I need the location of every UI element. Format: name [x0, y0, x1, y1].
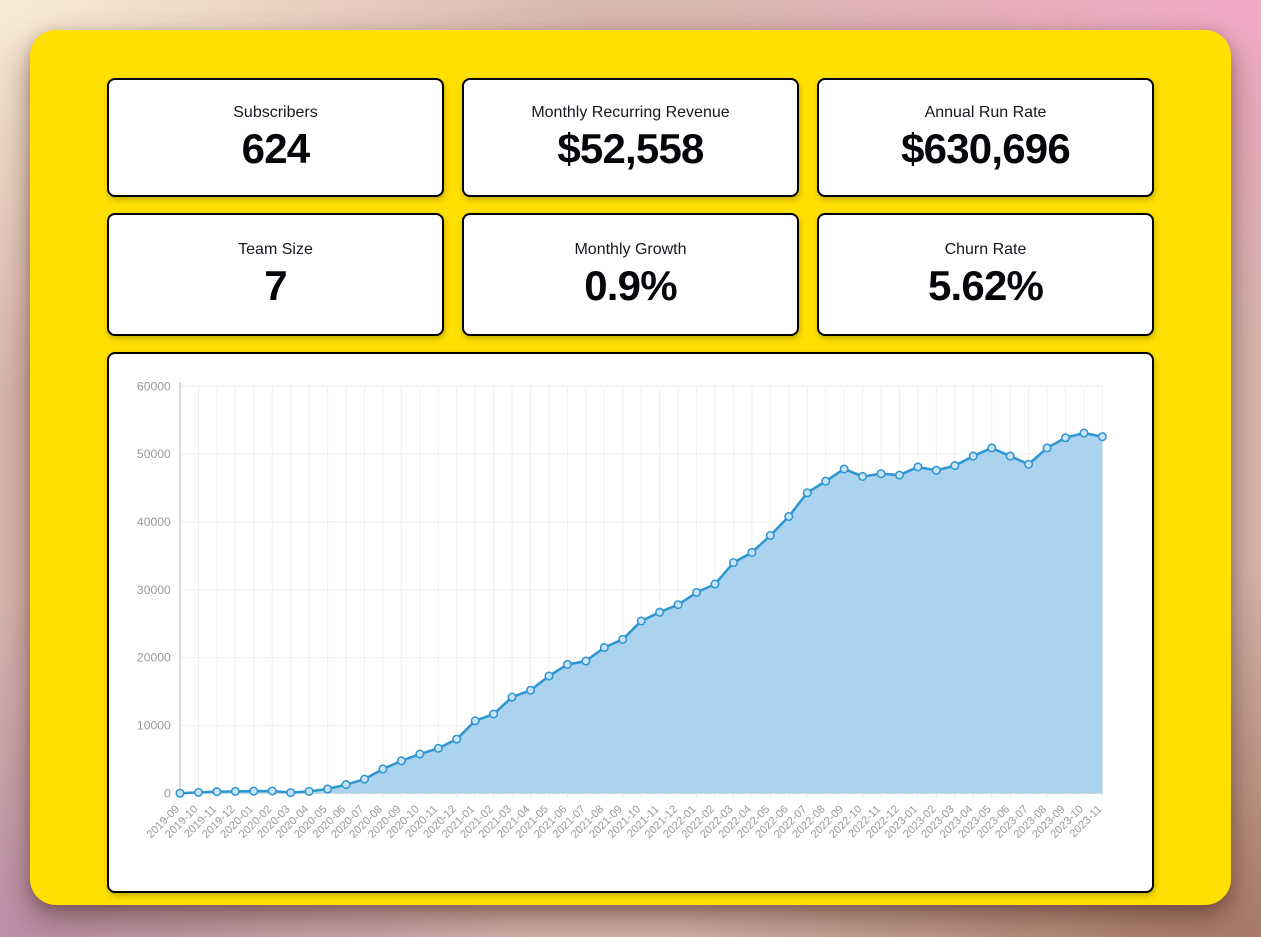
stat-value: $630,696 [901, 125, 1071, 172]
chart-point[interactable] [876, 469, 886, 479]
y-axis-tick-label: 60000 [137, 379, 171, 393]
chart-point[interactable] [636, 616, 646, 626]
chart-point[interactable] [968, 451, 978, 461]
stat-value: 7 [264, 262, 287, 309]
stat-value: 5.62% [927, 262, 1044, 309]
chart-point[interactable] [452, 734, 462, 744]
chart-point[interactable] [599, 642, 609, 653]
chart-point[interactable] [193, 787, 203, 797]
stat-label: Monthly Recurring Revenue [531, 104, 730, 121]
chart-point[interactable] [249, 786, 259, 796]
chart-point[interactable] [544, 671, 554, 681]
chart-point[interactable] [765, 530, 775, 541]
stat-value: 624 [241, 125, 310, 172]
chart-point[interactable] [359, 774, 370, 784]
chart-point[interactable] [1097, 432, 1107, 442]
chart-point[interactable] [673, 600, 683, 610]
chart-card: 0 10000 20000 30000 40000 50000 60000 2019-09 20… [107, 352, 1154, 893]
stat-card-monthly-growth: Monthly Growth 0.9% [462, 213, 799, 336]
y-axis-tick-label: 20000 [137, 651, 171, 665]
chart-point[interactable] [692, 587, 702, 598]
stat-label: Annual Run Rate [924, 104, 1047, 121]
chart-point[interactable] [618, 634, 628, 644]
chart-point[interactable] [1060, 433, 1071, 443]
chart-point[interactable] [175, 788, 185, 798]
stat-label: Monthly Growth [574, 241, 687, 258]
chart-point[interactable] [267, 786, 277, 796]
chart-point[interactable] [784, 511, 794, 522]
chart-point[interactable] [839, 464, 849, 474]
chart-point[interactable] [507, 692, 517, 702]
chart-point[interactable] [286, 788, 296, 798]
chart-point[interactable] [341, 780, 351, 790]
y-axis-tick-label: 30000 [137, 583, 171, 597]
stat-label: Subscribers [233, 104, 318, 121]
chart-point[interactable] [747, 547, 757, 557]
chart-point[interactable] [821, 476, 831, 486]
dashboard-board: Subscribers 624 Monthly Recurring Revenu… [30, 30, 1231, 905]
chart-point[interactable] [470, 716, 480, 726]
area-fill [180, 433, 1103, 794]
y-axis-tick-label: 40000 [137, 515, 171, 529]
chart-point[interactable] [1005, 451, 1015, 461]
chart-point[interactable] [378, 764, 388, 774]
chart-point[interactable] [212, 787, 222, 797]
stat-label: Team Size [238, 241, 313, 258]
chart-point[interactable] [525, 685, 536, 695]
chart-point[interactable] [931, 465, 941, 475]
chart-point[interactable] [1079, 428, 1089, 438]
chart-point[interactable] [710, 579, 720, 589]
stat-card-churn-rate: Churn Rate 5.62% [817, 213, 1154, 336]
y-axis-tick-label: 10000 [137, 719, 171, 733]
chart-point[interactable] [415, 749, 425, 759]
chart-point[interactable] [230, 786, 240, 796]
chart-point[interactable] [304, 786, 314, 796]
stat-card-team-size: Team Size 7 [107, 213, 444, 336]
stats-grid: Subscribers 624 Monthly Recurring Revenu… [107, 78, 1154, 336]
stat-card-annual-run-rate: Annual Run Rate $630,696 [817, 78, 1154, 197]
chart-point[interactable] [858, 471, 868, 481]
stat-card-monthly-recurring-revenue: Monthly Recurring Revenue $52,558 [462, 78, 799, 197]
chart-point[interactable] [1042, 443, 1052, 453]
chart-point[interactable] [894, 470, 905, 480]
chart-point[interactable] [655, 607, 665, 617]
stat-value: 0.9% [584, 262, 677, 309]
stat-card-subscribers: Subscribers 624 [107, 78, 444, 197]
stat-value: $52,558 [557, 125, 704, 172]
y-axis-tick-label: 50000 [137, 447, 171, 461]
chart-point[interactable] [802, 488, 812, 498]
chart-point[interactable] [433, 743, 443, 753]
chart-point[interactable] [987, 443, 997, 453]
chart-point[interactable] [950, 461, 960, 471]
y-axis-tick-label: 0 [164, 786, 171, 800]
chart-point[interactable] [489, 709, 499, 719]
chart-point[interactable] [581, 656, 591, 666]
mrr-area-chart[interactable]: 01000020000300004000050000600002019-0920… [123, 376, 1136, 887]
chart-point[interactable] [728, 558, 738, 568]
chart-point[interactable] [396, 756, 406, 766]
chart-point[interactable] [323, 784, 333, 794]
chart-point[interactable] [913, 462, 923, 472]
stat-label: Churn Rate [944, 241, 1027, 258]
chart-point[interactable] [1024, 459, 1034, 469]
chart-point[interactable] [562, 659, 572, 669]
